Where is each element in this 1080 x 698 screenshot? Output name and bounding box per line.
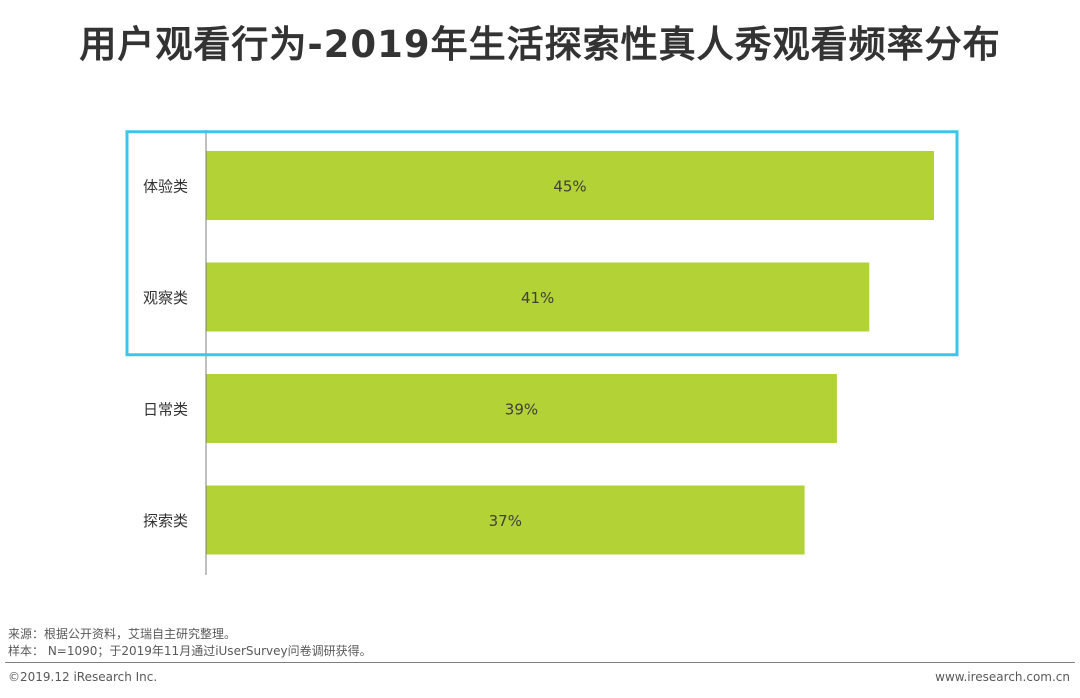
- category-label-4: 探索类: [143, 512, 188, 530]
- page-title: 用户观看行为-2019年生活探索性真人秀观看频率分布: [79, 23, 1001, 66]
- category-label-1: 体验类: [143, 178, 188, 196]
- data-label-4: 37%: [489, 512, 522, 530]
- bar-2: [206, 262, 870, 332]
- footer-source: 来源：根据公开资料，艾瑞自主研究整理。: [8, 627, 237, 641]
- bar-chart: 45% 体验类 41% 观察类 39% 日常类 37% 探索类: [125, 130, 959, 575]
- category-label-2: 观察类: [143, 289, 188, 307]
- bar-4: [206, 485, 805, 555]
- footer-divider: [5, 662, 1075, 663]
- category-label-3: 日常类: [143, 401, 188, 419]
- data-label-1: 45%: [553, 178, 586, 196]
- footer-copyright: ©2019.12 iResearch Inc.: [8, 670, 158, 684]
- data-label-2: 41%: [521, 289, 554, 307]
- bar-1: [206, 151, 934, 220]
- data-label-3: 39%: [505, 401, 538, 419]
- footer-sample: 样本： N=1090；于2019年11月通过iUserSurvey问卷调研获得。: [8, 644, 372, 658]
- footer-website: www.iresearch.com.cn: [935, 670, 1070, 684]
- bar-3: [206, 374, 837, 443]
- highlight-box: [125, 130, 959, 357]
